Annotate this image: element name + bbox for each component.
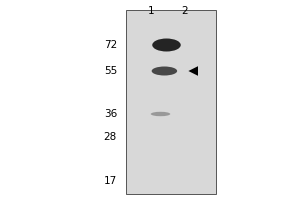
Text: 36: 36 xyxy=(104,109,117,119)
Text: 28: 28 xyxy=(104,132,117,142)
Text: 1: 1 xyxy=(148,6,155,16)
Polygon shape xyxy=(188,66,198,76)
Text: 72: 72 xyxy=(104,40,117,50)
Text: 2: 2 xyxy=(181,6,188,16)
Bar xyxy=(126,10,216,194)
Ellipse shape xyxy=(152,38,181,51)
Ellipse shape xyxy=(152,66,177,75)
Ellipse shape xyxy=(151,112,170,116)
Text: 55: 55 xyxy=(104,66,117,76)
Text: 17: 17 xyxy=(104,176,117,186)
